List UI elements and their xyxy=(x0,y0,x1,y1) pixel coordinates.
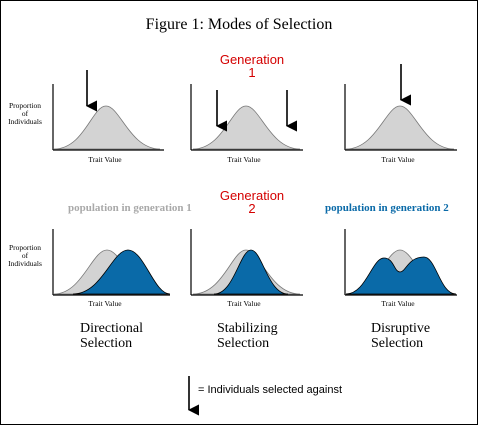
legend-text: = Individuals selected against xyxy=(198,384,343,396)
y-axis-label-line3: Individuals xyxy=(8,259,42,268)
curve-gen1 xyxy=(53,105,161,150)
x-axis-label-directional-gen1: Trait Value xyxy=(88,155,122,164)
curve-gen2 xyxy=(72,249,171,295)
generation-1-label: Generation 1 xyxy=(212,53,292,79)
mode-directional-line1: Directional xyxy=(80,321,143,336)
curve-gen1 xyxy=(192,105,301,150)
panel-directional-gen2 xyxy=(52,229,171,296)
x-axis-label-disruptive-gen2: Trait Value xyxy=(381,299,415,308)
y-axis-label-top: Proportion of Individuals xyxy=(4,102,46,126)
x-axis-label-stabilizing-gen1: Trait Value xyxy=(227,155,261,164)
curve-gen2 xyxy=(213,249,289,295)
y-axis-label-line2: of xyxy=(21,109,29,118)
figure-title: Figure 1: Modes of Selection xyxy=(145,16,333,33)
mode-disruptive-line2: Selection xyxy=(371,336,424,351)
mode-stabilizing-line1: Stabilizing xyxy=(217,321,278,336)
mode-directional: Directional Selection xyxy=(80,321,143,351)
panel-disruptive-gen2 xyxy=(344,229,457,296)
panel-disruptive-gen1 xyxy=(344,64,457,151)
y-axis-label-line2: of xyxy=(21,251,29,260)
mode-stabilizing-line2: Selection xyxy=(217,336,270,351)
y-axis-label-bottom: Proportion of Individuals xyxy=(4,244,46,268)
mode-disruptive-line1: Disruptive xyxy=(371,321,431,336)
y-axis-label-line3: Individuals xyxy=(8,117,42,126)
generation-2-word: Generation xyxy=(219,188,285,203)
x-axis-label-stabilizing-gen2: Trait Value xyxy=(227,299,261,308)
x-axis-label-directional-gen2: Trait Value xyxy=(88,299,122,308)
y-axis-label-line1: Proportion xyxy=(8,101,42,110)
y-axis-label-line1: Proportion xyxy=(8,243,42,252)
generation-1-word: Generation xyxy=(219,52,285,67)
population-gen2-label: population in generation 2 xyxy=(325,202,449,214)
generation-2-label: Generation 2 xyxy=(212,189,292,215)
mode-stabilizing: Stabilizing Selection xyxy=(217,321,278,351)
mode-directional-line2: Selection xyxy=(80,336,133,351)
mode-disruptive: Disruptive Selection xyxy=(371,321,430,351)
panel-stabilizing-gen2 xyxy=(190,229,303,296)
curve-gen1 xyxy=(345,105,455,150)
panel-directional-gen1 xyxy=(52,70,164,151)
population-gen1-label: population in generation 1 xyxy=(68,202,192,214)
generation-2-number: 2 xyxy=(248,201,256,216)
x-axis-label-disruptive-gen1: Trait Value xyxy=(381,155,415,164)
generation-1-number: 1 xyxy=(248,65,256,80)
panel-stabilizing-gen1 xyxy=(190,84,303,151)
curve-gen2 xyxy=(345,256,457,295)
